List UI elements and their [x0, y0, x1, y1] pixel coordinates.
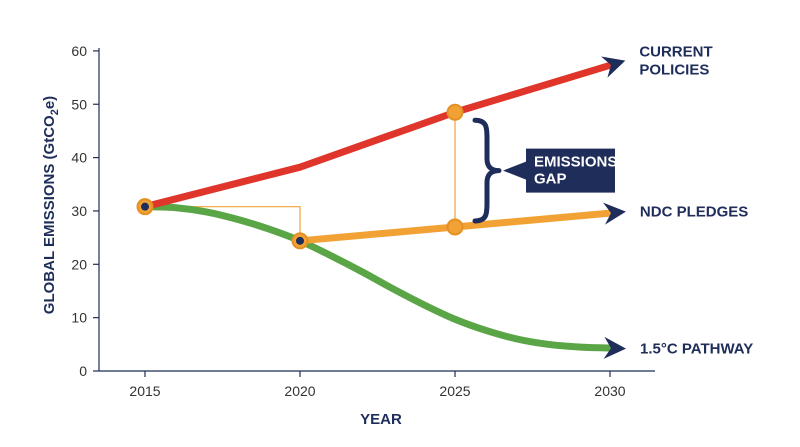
series-arrows: [601, 56, 626, 359]
data-markers: [136, 103, 464, 250]
series-line-current-policies: [141, 61, 614, 211]
series-label-1-5-c-pathway-1: 1.5°C PATHWAY: [640, 341, 753, 358]
arrow-1-5-c-pathway: [603, 336, 626, 359]
x-tick-label-2020: 2020: [284, 383, 315, 399]
series-label-current-policies-1: CURRENT: [639, 44, 712, 61]
gap-box: [526, 148, 615, 193]
series-line-1-5-c-pathway: [141, 203, 614, 352]
marker-2025-3: [446, 218, 464, 236]
gap-label-line-1: EMISSIONS: [534, 154, 617, 171]
y-tick-label-40: 40: [71, 150, 87, 166]
y-tick-label-60: 60: [71, 43, 87, 59]
marker-dot-2015: [141, 202, 149, 211]
y-tick-label-0: 0: [79, 363, 87, 379]
series-label-ndc-pledges-1: NDC PLEDGES: [640, 204, 748, 221]
marker-2025-2: [446, 103, 464, 121]
ndc-connector-line: [145, 206, 301, 241]
connector-lines: [145, 112, 456, 241]
arrow-current-policies: [601, 56, 626, 78]
arrow-ndc-pledges: [603, 202, 626, 225]
axes: [93, 48, 655, 377]
y-axis-title-subscript: 2: [49, 109, 61, 115]
y-axis-title-suffix: e): [41, 96, 58, 109]
y-tick-label-30: 30: [71, 203, 87, 219]
gap-brace: [472, 117, 502, 224]
y-axis-title-main: GLOBAL EMISSIONS (GtCO: [41, 115, 58, 314]
x-axis-title: YEAR: [360, 411, 402, 428]
gap-label-line-2: GAP: [534, 171, 567, 188]
series-label-current-policies-2: POLICIES: [639, 62, 709, 79]
marker-dot-2020: [296, 236, 304, 245]
y-tick-label-50: 50: [71, 96, 87, 112]
y-axis-title: GLOBAL EMISSIONS (GtCO2e): [41, 96, 61, 314]
y-tick-label-20: 20: [71, 256, 87, 272]
x-tick-label-2015: 2015: [129, 383, 160, 399]
x-tick-label-2025: 2025: [439, 383, 470, 399]
y-tick-label-10: 10: [71, 310, 87, 326]
x-tick-label-2030: 2030: [594, 383, 625, 399]
gap-pointer: [503, 161, 526, 180]
